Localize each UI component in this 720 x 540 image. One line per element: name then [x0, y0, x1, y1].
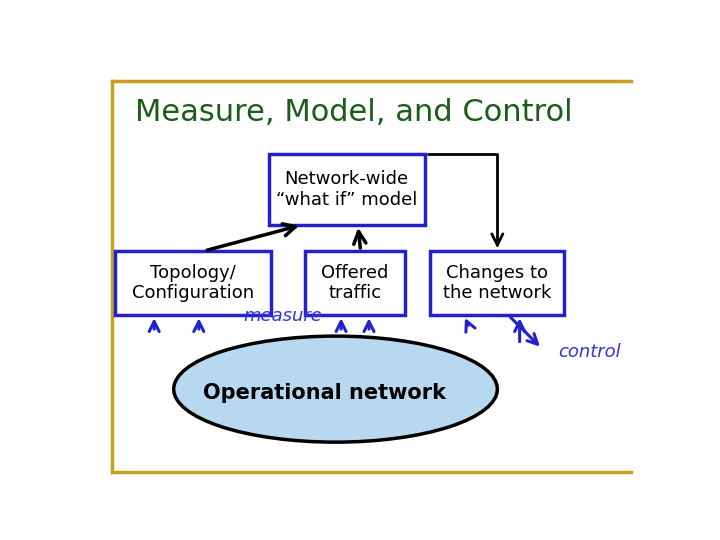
Text: Topology/
Configuration: Topology/ Configuration [132, 264, 254, 302]
FancyBboxPatch shape [305, 251, 405, 315]
Ellipse shape [174, 336, 498, 442]
Text: Network-wide
“what if” model: Network-wide “what if” model [276, 170, 418, 209]
Text: Changes to
the network: Changes to the network [443, 264, 552, 302]
FancyBboxPatch shape [269, 154, 425, 225]
Text: measure: measure [243, 307, 322, 326]
Text: control: control [558, 343, 621, 361]
Text: Offered
traffic: Offered traffic [321, 264, 389, 302]
FancyBboxPatch shape [431, 251, 564, 315]
Text: Operational network: Operational network [203, 383, 446, 403]
FancyBboxPatch shape [115, 251, 271, 315]
Text: Measure, Model, and Control: Measure, Model, and Control [135, 98, 572, 127]
